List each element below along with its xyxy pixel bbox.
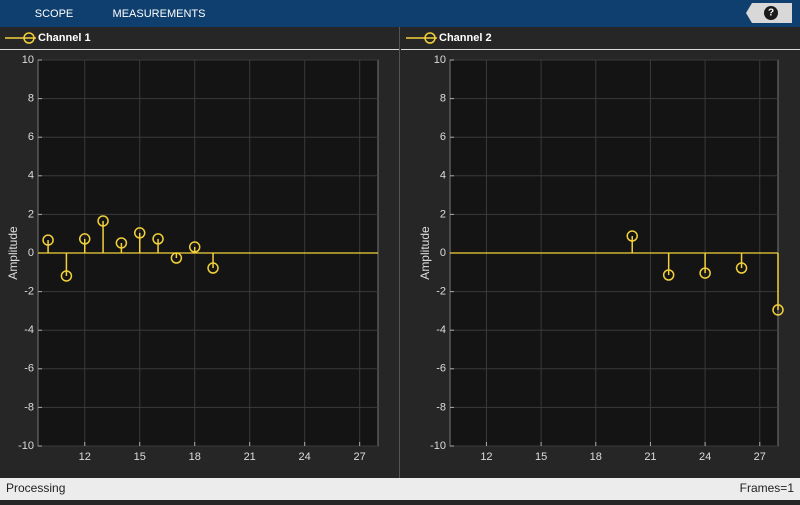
x-tick-label: 12 xyxy=(79,451,91,463)
stem xyxy=(662,253,675,281)
y-tick-label: 10 xyxy=(22,54,34,66)
y-tick-label: 6 xyxy=(440,131,446,143)
y-tick-label: -10 xyxy=(18,440,34,452)
y-tick-label: 0 xyxy=(440,247,446,259)
y-tick-label: 6 xyxy=(28,131,34,143)
y-tick-label: 4 xyxy=(440,170,446,182)
stem xyxy=(207,253,219,274)
y-tick-label: -2 xyxy=(24,286,34,298)
x-tick-label: 15 xyxy=(535,451,547,463)
stem-marker xyxy=(626,230,638,242)
tab[interactable]: SCOPE xyxy=(35,8,74,20)
stem-marker xyxy=(207,262,219,274)
y-tick-label: 0 xyxy=(28,247,34,259)
tab[interactable]: MEASUREMENTS xyxy=(113,8,206,20)
stem xyxy=(772,253,784,316)
x-tick-label: 15 xyxy=(134,451,146,463)
y-tick-label: 4 xyxy=(28,170,34,182)
stem xyxy=(78,233,91,253)
x-tick-label: 21 xyxy=(244,451,256,463)
x-tick-label: 24 xyxy=(699,451,711,463)
help-icon xyxy=(764,6,778,20)
y-tick-label: -2 xyxy=(436,286,446,298)
stem xyxy=(60,253,73,282)
stem xyxy=(188,241,201,253)
legend-label: Channel 2 xyxy=(439,32,492,44)
stem-marker xyxy=(133,227,146,239)
y-tick-label: -4 xyxy=(436,324,446,336)
stem xyxy=(42,234,54,253)
stem-marker xyxy=(170,252,183,264)
legend-marker xyxy=(424,32,436,44)
stem-marker xyxy=(188,241,201,253)
y-tick-label: -6 xyxy=(436,363,446,375)
stem-marker xyxy=(115,237,128,249)
y-tick-label: 8 xyxy=(28,93,34,105)
y-tick-label: -4 xyxy=(24,324,34,336)
y-tick-label: 10 xyxy=(434,54,446,66)
legend-label: Channel 1 xyxy=(38,32,91,44)
status-bar xyxy=(0,478,800,500)
stem-marker xyxy=(662,269,675,281)
x-tick-label: 18 xyxy=(189,451,201,463)
y-axis-label: Amplitude xyxy=(6,226,20,280)
status-left: Processing xyxy=(6,481,65,495)
y-axis-label: Amplitude xyxy=(418,226,432,280)
help-text[interactable]: ? xyxy=(768,8,774,19)
y-tick-label: -8 xyxy=(24,401,34,413)
y-tick-label: -6 xyxy=(24,363,34,375)
stem xyxy=(170,252,183,264)
y-tick-label: -8 xyxy=(436,401,446,413)
stem-marker xyxy=(699,267,711,279)
x-tick-label: 27 xyxy=(754,451,766,463)
stem-marker xyxy=(97,215,109,227)
y-tick-label: 8 xyxy=(440,93,446,105)
stem-marker xyxy=(772,304,784,316)
legend-marker xyxy=(23,32,35,44)
stem xyxy=(115,237,128,253)
x-tick-label: 24 xyxy=(299,451,311,463)
stem xyxy=(133,227,146,253)
stem xyxy=(152,233,164,253)
y-tick-label: 2 xyxy=(28,208,34,220)
x-tick-label: 27 xyxy=(354,451,366,463)
y-tick-label: 2 xyxy=(440,208,446,220)
stem-marker xyxy=(42,234,54,246)
x-tick-label: 12 xyxy=(480,451,492,463)
stem-marker xyxy=(735,262,748,274)
stem xyxy=(626,230,638,253)
y-tick-label: -10 xyxy=(430,440,446,452)
toolbar xyxy=(0,0,800,27)
stem xyxy=(97,215,109,253)
x-tick-label: 21 xyxy=(644,451,656,463)
stem-marker xyxy=(78,233,91,245)
status-right: Frames=1 xyxy=(740,481,795,495)
stem-marker xyxy=(60,270,73,282)
x-tick-label: 18 xyxy=(590,451,602,463)
stem xyxy=(699,253,711,279)
stem-marker xyxy=(152,233,164,245)
stem xyxy=(735,253,748,274)
